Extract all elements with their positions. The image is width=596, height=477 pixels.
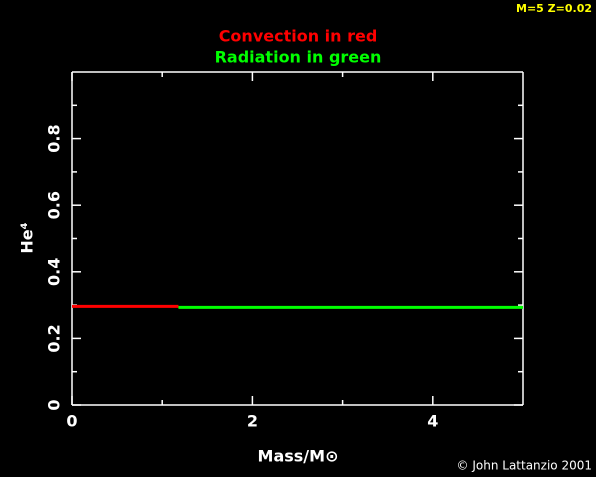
y-tick-label: 0.2 xyxy=(45,324,64,352)
x-tick-label: 0 xyxy=(66,412,77,431)
y-tick-label: 0.4 xyxy=(45,258,64,286)
series-title: Radiation in green xyxy=(215,48,382,67)
series-title: Convection in red xyxy=(219,27,378,46)
x-axis-label: Mass/M⊙ xyxy=(258,447,339,466)
credit: © John Lattanzio 2001 xyxy=(457,459,592,473)
y-tick-label: 0.8 xyxy=(45,124,64,152)
x-tick-label: 2 xyxy=(247,412,258,431)
y-tick-label: 0.6 xyxy=(45,191,64,219)
x-tick-label: 4 xyxy=(427,412,438,431)
annotation: M=5 Z=0.02 xyxy=(516,2,592,15)
y-axis-label: He⁴ xyxy=(18,222,37,253)
plot-frame xyxy=(71,71,524,406)
y-tick-label: 0 xyxy=(45,399,64,410)
